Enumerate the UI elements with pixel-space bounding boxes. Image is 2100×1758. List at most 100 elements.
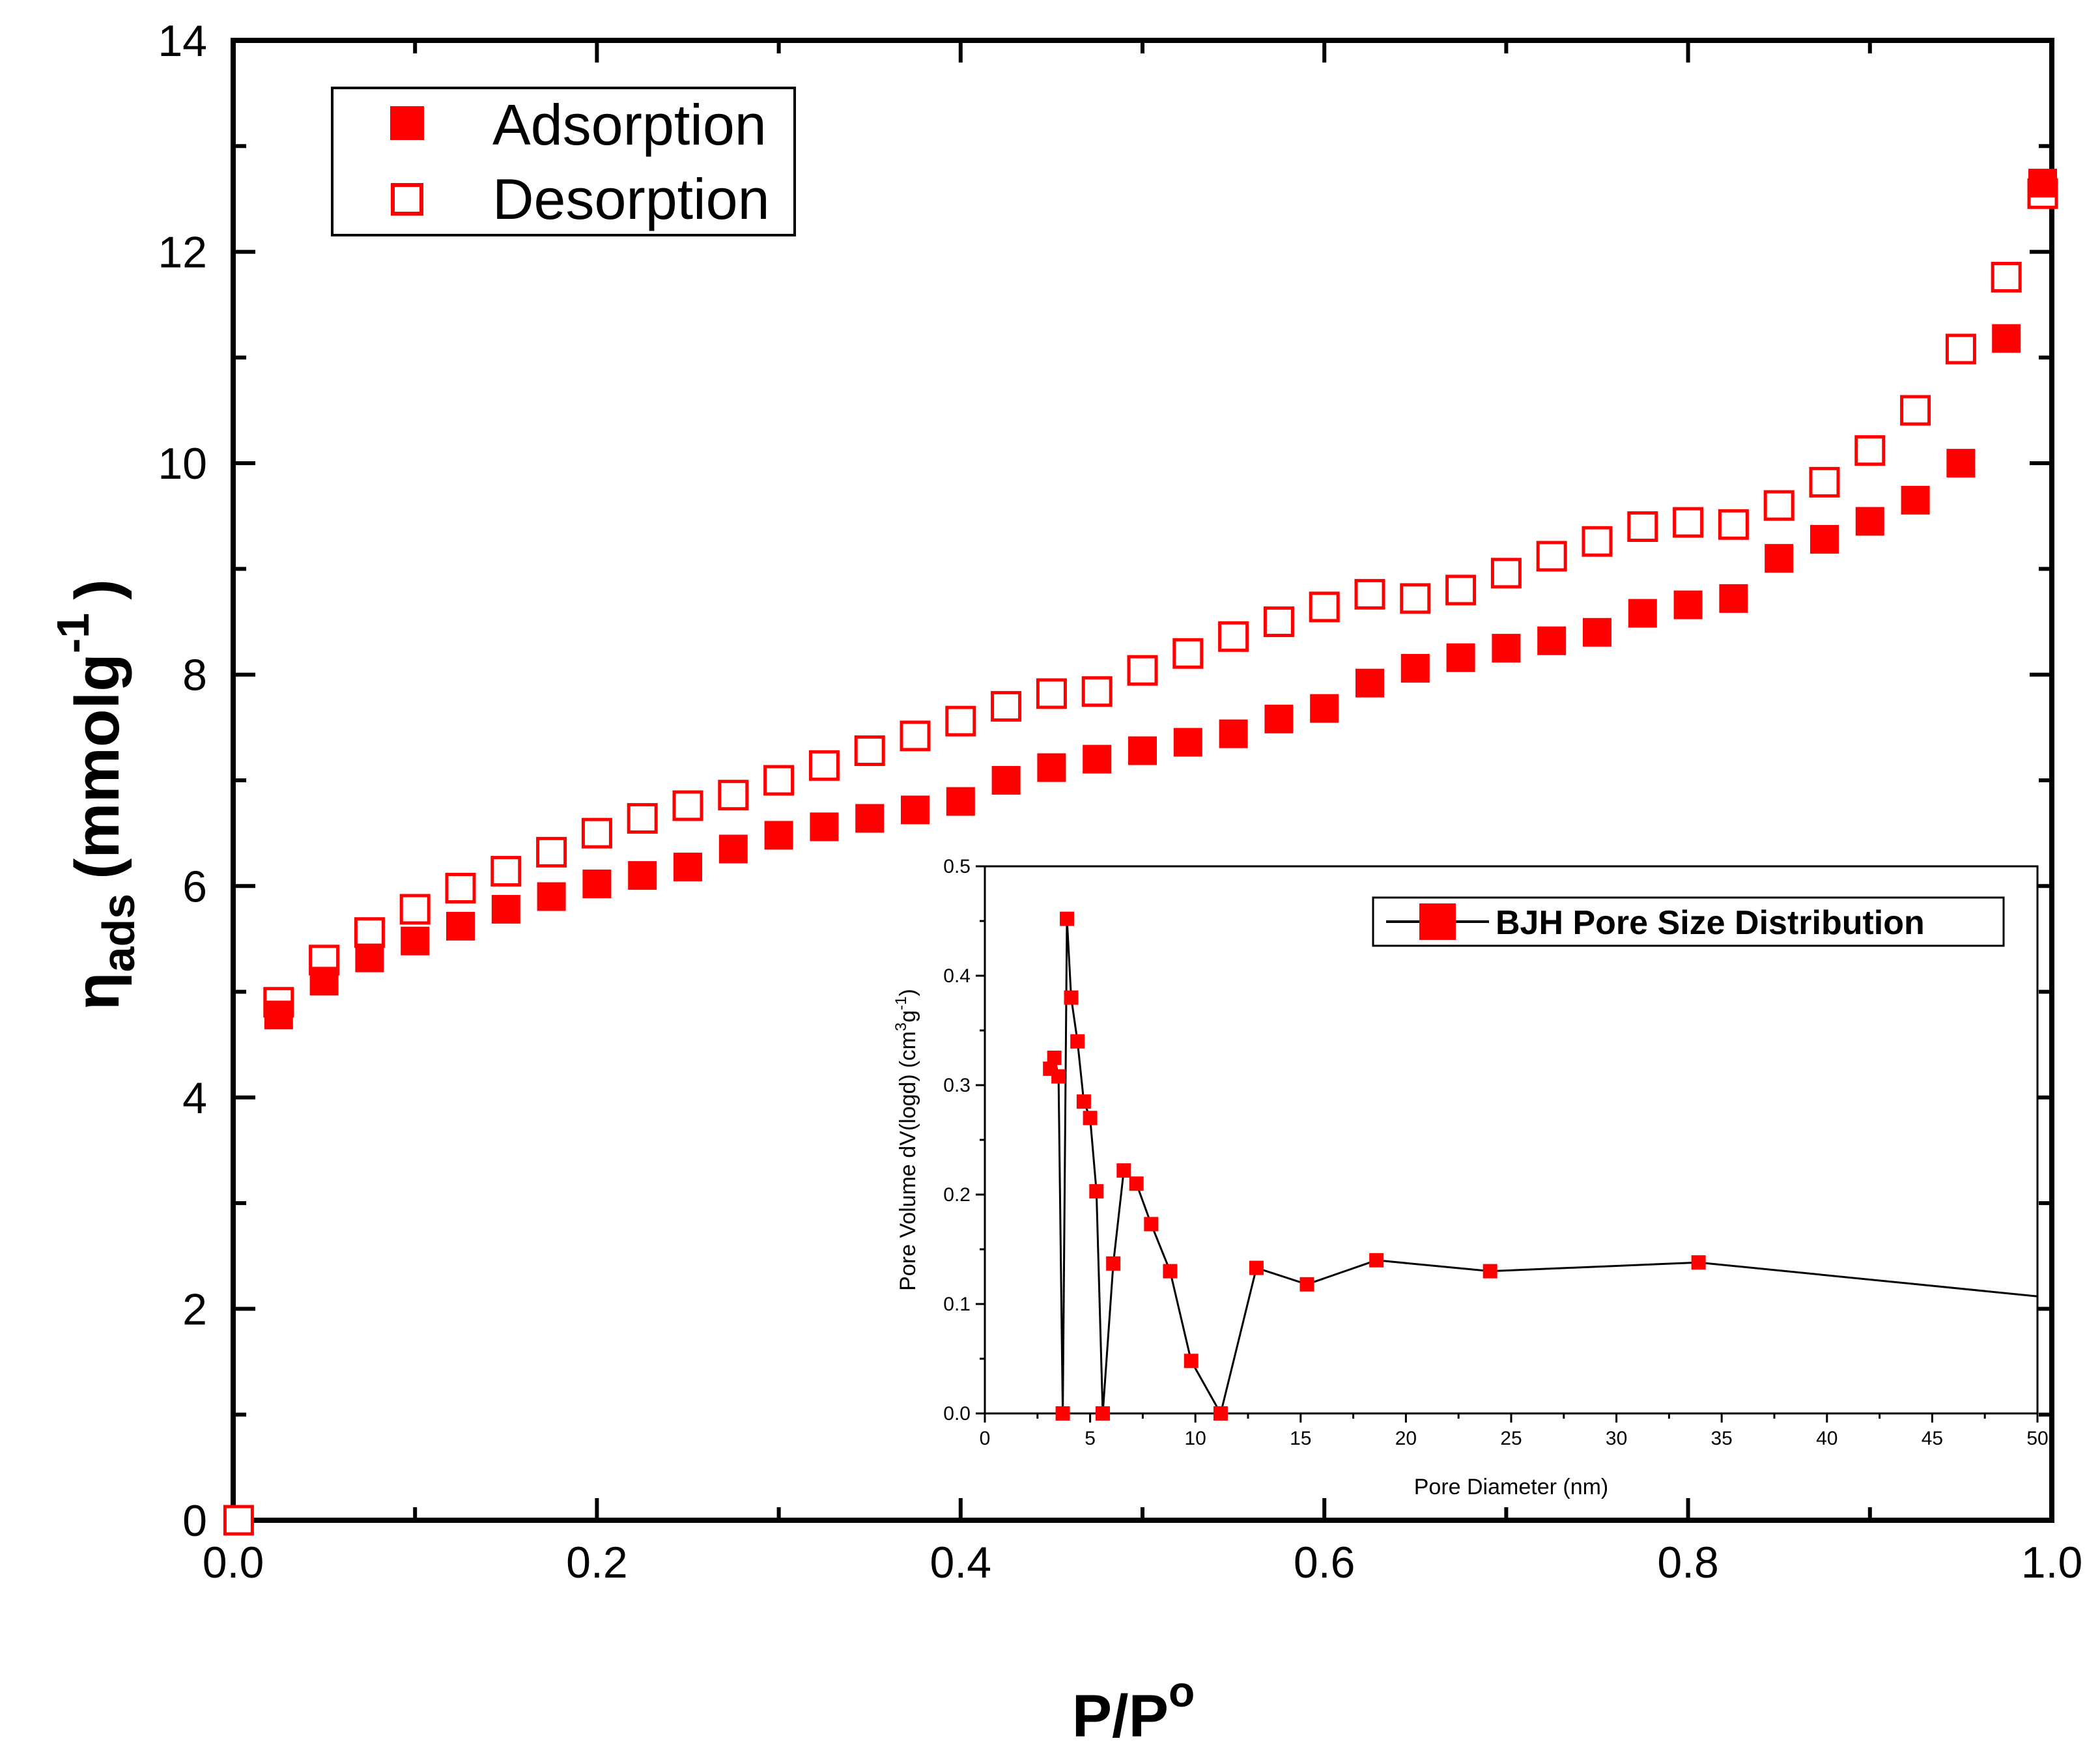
x-tick-label: 0.0 xyxy=(203,1538,264,1587)
inset-bjh-point xyxy=(1299,1277,1314,1292)
adsorption-point xyxy=(718,834,748,864)
y-axis-title-sub: ads xyxy=(93,894,144,972)
inset-bjh-point xyxy=(1106,1256,1121,1271)
adsorption-point xyxy=(1310,694,1339,723)
inset-bjh-point xyxy=(1129,1176,1144,1191)
desorption-point xyxy=(490,856,522,887)
desorption-point xyxy=(1536,541,1567,572)
inset-bjh-point xyxy=(1055,1406,1070,1421)
desorption-point xyxy=(1718,509,1749,540)
adsorption-point xyxy=(1446,643,1475,672)
main-legend: Adsorption Desorption xyxy=(331,87,796,236)
inset-y-tick-label: 0.2 xyxy=(943,1184,971,1206)
desorption-series xyxy=(223,178,2058,1536)
inset-bjh-point xyxy=(1213,1406,1228,1421)
adsorption-point xyxy=(309,967,339,996)
y-tick-label: 4 xyxy=(182,1073,207,1123)
adsorption-point xyxy=(1537,626,1567,655)
inset-x-tick-label: 35 xyxy=(1711,1428,1733,1449)
y-tick-label: 0 xyxy=(182,1496,207,1546)
inset-x-tick-label: 10 xyxy=(1185,1428,1206,1449)
desorption-point xyxy=(1036,678,1067,709)
adsorption-point xyxy=(537,882,566,911)
desorption-point xyxy=(1673,507,1704,538)
desorption-point xyxy=(1490,558,1522,589)
inset-x-tick-label: 45 xyxy=(1922,1428,1943,1449)
desorption-point xyxy=(1263,606,1294,638)
x-tick-label: 0.4 xyxy=(930,1538,992,1587)
inset-legend-marker xyxy=(1419,903,1456,940)
x-tick-label: 0.2 xyxy=(566,1538,628,1587)
inset-y-tick-label: 0.1 xyxy=(943,1294,971,1315)
inset-bjh-point xyxy=(1060,911,1075,926)
inset-x-tick-label: 25 xyxy=(1500,1428,1522,1449)
desorption-point xyxy=(1582,526,1613,557)
adsorption-point xyxy=(1946,449,1976,478)
inset-bjh-point xyxy=(1369,1253,1384,1268)
inset-axis-ticks xyxy=(976,865,2039,1423)
inset-bjh-point xyxy=(1691,1255,1706,1270)
desorption-point xyxy=(223,1505,254,1536)
inset-bjh-point xyxy=(1064,990,1079,1005)
desorption-point xyxy=(1309,591,1340,623)
inset-bjh-point xyxy=(1051,1069,1066,1084)
desorption-point xyxy=(1354,578,1385,610)
desorption-point xyxy=(1218,621,1249,652)
desorption-point xyxy=(1627,511,1658,543)
adsorption-point xyxy=(1765,544,1794,573)
y-axis-title-main: η xyxy=(63,972,132,1010)
adsorption-point xyxy=(946,787,975,816)
inset-x-axis-title: Pore Diameter (nm) xyxy=(1414,1475,1609,1499)
main-axis-ticks xyxy=(231,38,2054,1522)
adsorption-point xyxy=(1219,719,1248,748)
desorption-point xyxy=(1081,676,1113,707)
desorption-point xyxy=(854,735,885,767)
adsorption-point xyxy=(764,821,793,850)
desorption-point xyxy=(581,817,612,849)
x-tick-label: 0.8 xyxy=(1657,1538,1719,1587)
inset-bjh-point xyxy=(1144,1217,1159,1232)
adsorption-point xyxy=(991,766,1021,795)
inset-bjh-point xyxy=(1070,1034,1085,1049)
inset-bjh-point xyxy=(1184,1354,1199,1368)
legend-label-adsorption: Adsorption xyxy=(492,92,767,157)
inset-y-title-mid: g xyxy=(896,1010,920,1023)
adsorption-point xyxy=(1673,590,1703,619)
adsorption-point xyxy=(491,894,520,924)
inset-y-title-sup1: 3 xyxy=(892,1023,910,1031)
inset-y-axis-title: Pore Volume dV(logd) (cm3g-1) xyxy=(892,989,920,1291)
adsorption-point xyxy=(264,1000,293,1030)
x-tick-label: 0.6 xyxy=(1294,1538,1355,1587)
legend-label-desorption: Desorption xyxy=(492,167,770,231)
inset-bjh-point xyxy=(1095,1406,1110,1421)
inset-y-title-main: Pore Volume dV(logd) (cm xyxy=(896,1031,920,1291)
adsorption-point xyxy=(1810,524,1839,554)
inset-plot-frame xyxy=(984,865,2039,1415)
inset-x-tick-label: 40 xyxy=(1816,1428,1838,1449)
desorption-point xyxy=(445,873,476,904)
y-axis-title: ηads (mmolg-1) xyxy=(48,579,144,1010)
inset-x-tick-label: 30 xyxy=(1606,1428,1627,1449)
inset-y-tick-label: 0.3 xyxy=(943,1075,971,1096)
adsorption-point xyxy=(1855,507,1884,536)
desorption-point xyxy=(1445,574,1477,606)
y-tick-label: 8 xyxy=(182,651,207,700)
desorption-point xyxy=(1945,333,1976,365)
x-axis-title: P/Po xyxy=(1072,1667,1195,1750)
desorption-point xyxy=(1854,435,1886,466)
adsorption-point xyxy=(1628,599,1657,628)
inset-bjh-point xyxy=(1249,1260,1264,1275)
desorption-point xyxy=(718,780,749,811)
x-tick-label: 1.0 xyxy=(2021,1538,2083,1587)
inset-bjh-point xyxy=(1089,1184,1104,1198)
adsorption-point xyxy=(1992,324,2021,353)
inset-x-tick-label: 20 xyxy=(1395,1428,1417,1449)
inset-x-tick-label: 15 xyxy=(1290,1428,1311,1449)
inset-x-tick-label: 0 xyxy=(980,1428,991,1449)
desorption-point xyxy=(808,750,840,781)
adsorption-point xyxy=(1719,584,1748,613)
adsorption-point xyxy=(855,804,885,833)
adsorption-point xyxy=(1173,728,1202,757)
inset-y-tick-label: 0.4 xyxy=(943,965,971,987)
